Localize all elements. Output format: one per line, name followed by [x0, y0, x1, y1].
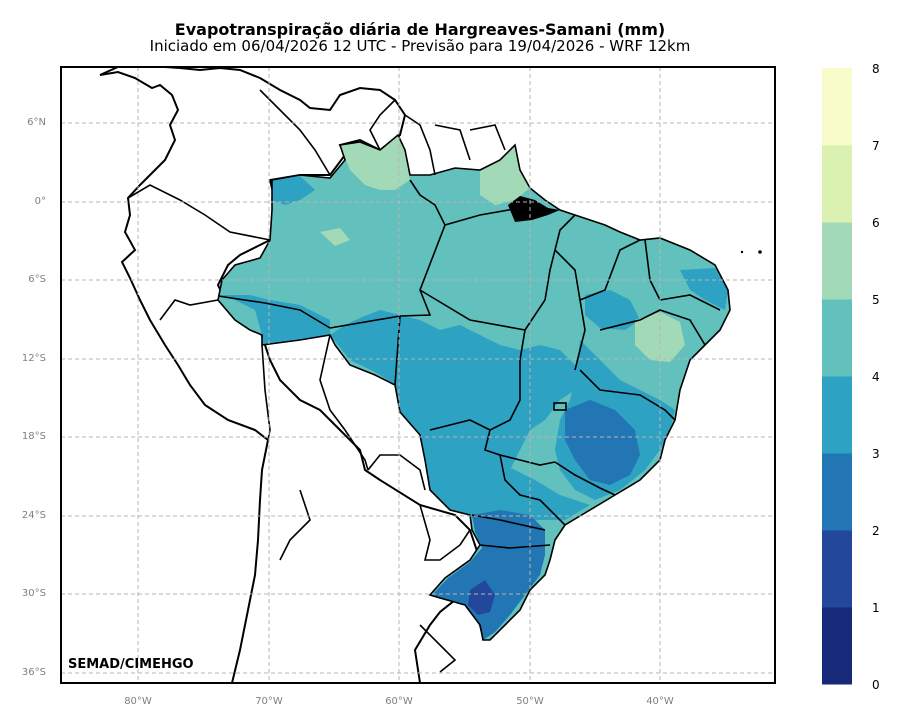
- colorbar-tick-label: 8: [872, 62, 880, 76]
- colorbar-swatch: [822, 453, 852, 531]
- colorbar-swatch: [822, 607, 852, 685]
- credit-label: SEMAD/CIMEHGO: [68, 657, 194, 672]
- map-grid: [61, 67, 775, 683]
- colorbar-tick-label: 7: [872, 139, 880, 153]
- level2-southeast: [565, 400, 640, 485]
- map-frame: [60, 66, 776, 684]
- colorbar-swatch: [822, 299, 852, 377]
- colorbar-tick-label: 2: [872, 524, 880, 538]
- lat-tick-label: 6°N: [27, 117, 46, 128]
- level5-roraima: [340, 135, 410, 190]
- colorbar-tick-label: 6: [872, 216, 880, 230]
- colorbar-tick-label: 4: [872, 370, 880, 384]
- level3-northwest: [272, 176, 315, 205]
- map-content: [61, 67, 775, 683]
- colorbar-swatch: [822, 145, 852, 223]
- colorbar-swatch: [822, 376, 852, 454]
- level1-south: [468, 580, 495, 615]
- lon-tick-label: 50°W: [516, 696, 544, 707]
- level3-coast: [680, 268, 728, 310]
- level3-south: [425, 455, 590, 530]
- map-title: Evapotranspiração diária de Hargreaves-S…: [174, 20, 666, 39]
- lat-tick-label: 18°S: [21, 431, 46, 442]
- level5-amazonas: [320, 228, 350, 246]
- lat-tick-label: 24°S: [21, 510, 46, 521]
- colorbar-tick-label: 5: [872, 293, 880, 307]
- lon-tick-label: 70°W: [255, 696, 283, 707]
- lon-tick-label: 40°W: [646, 696, 674, 707]
- colorbar-tick-label: 1: [872, 601, 880, 615]
- colorbar-tick-label: 3: [872, 447, 880, 461]
- lat-tick-label: 36°S: [21, 667, 46, 678]
- map-subtitle: Iniciado em 06/04/2026 12 UTC - Previsão…: [149, 37, 691, 55]
- lat-tick-label: 12°S: [21, 353, 46, 364]
- country-borders: [127, 89, 506, 673]
- state-borders: [217, 133, 731, 641]
- lon-tick-label: 80°W: [124, 696, 152, 707]
- lat-tick-label: 0°: [34, 196, 46, 207]
- colorbar-swatch: [822, 530, 852, 608]
- lon-tick-label: 60°W: [385, 696, 413, 707]
- level3-west: [218, 295, 330, 345]
- colorbar-tick-label: 0: [872, 678, 880, 692]
- lat-tick-label: 30°S: [21, 588, 46, 599]
- lat-tick-label: 6°S: [28, 274, 46, 285]
- south-america-land: [99, 67, 482, 683]
- colorbar-swatch: [822, 222, 852, 300]
- level2-south: [432, 510, 545, 640]
- colorbar: [822, 68, 852, 685]
- level3-central: [330, 310, 580, 515]
- island-marks: [508, 196, 762, 254]
- level3-northeast: [585, 290, 640, 330]
- colorbar-swatch: [822, 68, 852, 146]
